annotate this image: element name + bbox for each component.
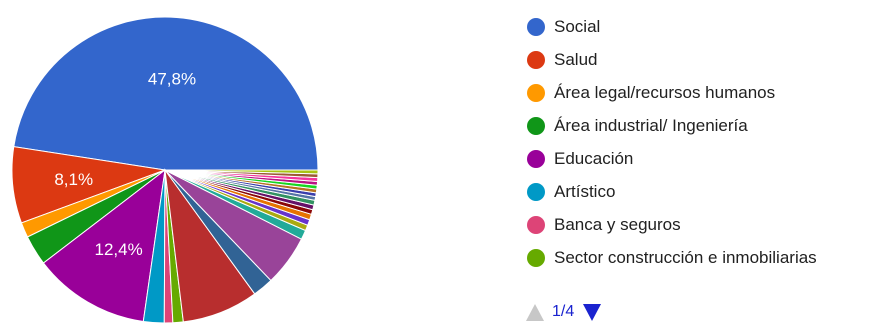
legend-label: Área legal/recursos humanos [554, 82, 776, 102]
triangle-down-icon[interactable] [583, 303, 602, 321]
legend-swatch [527, 17, 545, 36]
legend-swatch [527, 149, 545, 168]
legend-label: Salud [554, 49, 598, 69]
pie-slice-25[interactable] [164, 169, 319, 175]
pie-data-label-1: 8,1% [54, 170, 93, 189]
legend-item-construccion[interactable]: Sector construcción e inmobiliarias [527, 241, 817, 274]
pie-chart: 47,8% 8,1% 12,4% [11, 16, 319, 324]
legend-item-area-industrial[interactable]: Área industrial/ Ingeniería [527, 109, 817, 142]
legend-swatch [527, 116, 545, 135]
legend-label: Social [554, 16, 601, 36]
pie-data-label-4: 12,4% [94, 240, 142, 259]
legend-pager: 1/4 [526, 303, 602, 321]
legend-swatch [527, 83, 545, 102]
legend-item-banca[interactable]: Banca y seguros [527, 208, 817, 241]
pie-slice-4[interactable] [42, 168, 166, 323]
legend-swatch [527, 50, 545, 69]
legend-item-social[interactable]: Social [527, 10, 817, 43]
legend-item-salud[interactable]: Salud [527, 43, 817, 76]
legend-label: Área industrial/ Ingeniería [554, 115, 748, 135]
legend-swatch [527, 215, 545, 234]
legend-label: Educación [554, 148, 634, 168]
page-indicator: 1/4 [552, 303, 575, 320]
pie-data-label-0: 47,8% [148, 70, 196, 89]
legend-swatch [527, 182, 545, 201]
legend-swatch [527, 248, 545, 267]
legend-label: Sector construcción e inmobiliarias [554, 247, 817, 267]
legend-item-area-legal[interactable]: Área legal/recursos humanos [527, 76, 817, 109]
legend-item-artistico[interactable]: Artístico [527, 175, 817, 208]
triangle-up-icon[interactable] [526, 303, 544, 321]
legend-label: Banca y seguros [554, 214, 681, 234]
chart-legend: Social Salud Área legal/recursos humanos… [527, 10, 817, 274]
pie-slice-0[interactable] [13, 16, 319, 171]
legend-item-educacion[interactable]: Educación [527, 142, 817, 175]
legend-label: Artístico [554, 181, 616, 201]
